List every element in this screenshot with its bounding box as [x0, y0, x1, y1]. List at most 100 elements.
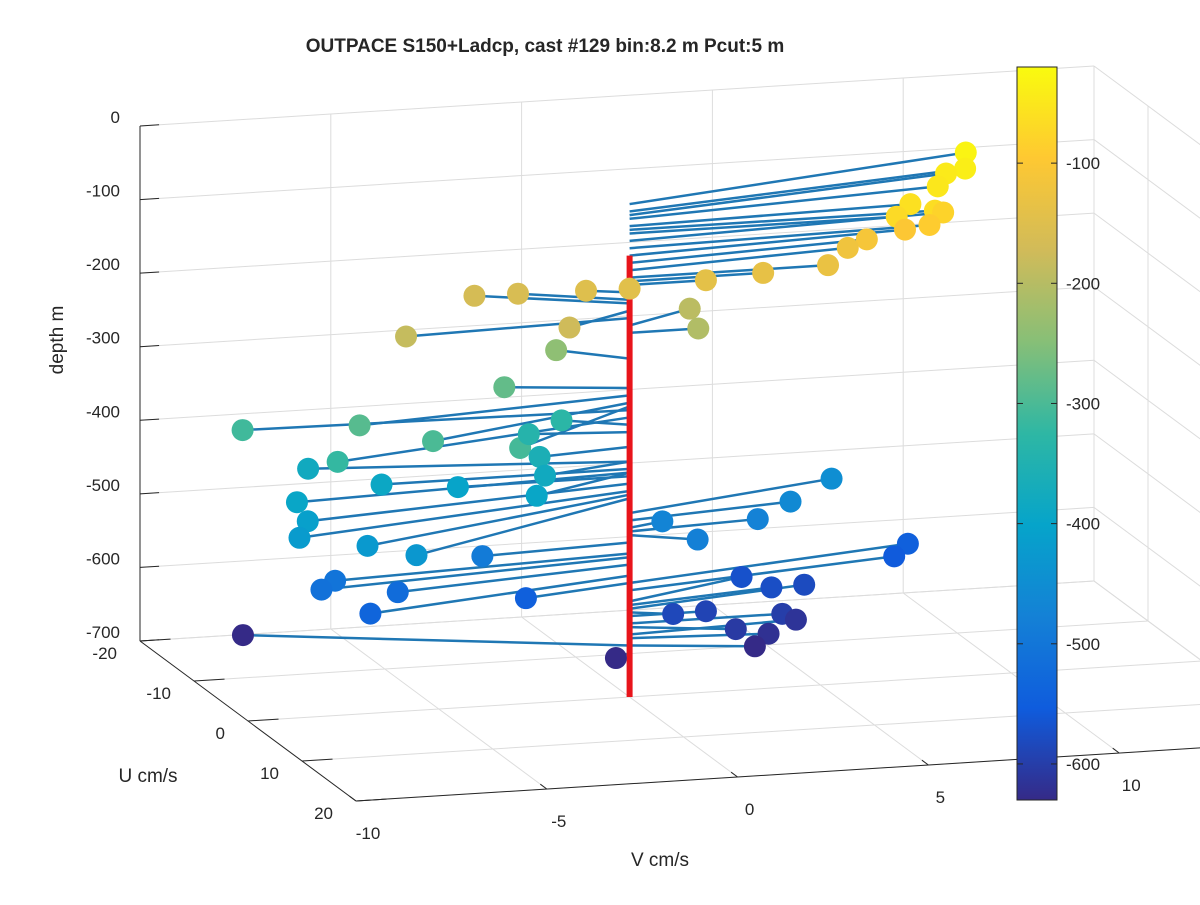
velocity-vector — [335, 552, 630, 582]
data-point — [678, 297, 701, 320]
colorbar: -100 -200 -300 -400 -500 -600 — [1016, 66, 1100, 801]
x-tick-label: -10 — [356, 824, 381, 843]
y-tick-label: -10 — [146, 684, 171, 703]
velocity-vector — [242, 633, 630, 647]
data-point — [422, 430, 445, 453]
velocity-vector — [629, 263, 829, 279]
data-point — [545, 339, 568, 362]
velocity-vector — [629, 618, 797, 636]
x-tick-mark — [730, 771, 738, 778]
data-point — [694, 269, 717, 292]
velocity-vector — [629, 542, 909, 585]
colorbar-tick-label: -200 — [1066, 274, 1100, 293]
velocity-vector — [629, 644, 755, 648]
z-tick-label: -200 — [86, 255, 120, 274]
data-point — [836, 236, 859, 259]
velocity-vector — [528, 430, 630, 436]
data-point — [231, 419, 254, 442]
velocity-vector — [629, 517, 758, 533]
data-point — [288, 526, 311, 549]
data-point — [405, 544, 428, 567]
sidewall-gridline — [1093, 359, 1200, 440]
velocity-vector — [474, 294, 630, 305]
x-axis-label: V cm/s — [631, 850, 689, 871]
sidewall-gridline — [1093, 433, 1200, 513]
sidewall-gridline — [1093, 507, 1200, 587]
x-tick-label: 5 — [936, 788, 945, 807]
data-point — [760, 576, 783, 599]
colorbar-tick-label: -500 — [1066, 635, 1100, 654]
backwall-gridline — [139, 580, 1095, 642]
z-tick-label: -600 — [86, 549, 120, 568]
data-point — [525, 484, 548, 507]
chart-title: OUTPACE S150+Ladcp, cast #129 bin:8.2 m … — [306, 36, 785, 57]
data-point — [855, 228, 878, 251]
backwall-gridline — [139, 286, 1095, 348]
backwall-gridline — [139, 506, 1095, 568]
backwall-gridline — [139, 65, 1095, 127]
backwall-gridline — [139, 359, 1095, 421]
velocity-vector — [629, 533, 698, 541]
velocity-vector — [397, 563, 630, 594]
y-tick-label: 10 — [260, 764, 279, 783]
y-tick-label: 20 — [314, 804, 333, 823]
colorbar-ticks: -100 -200 -300 -400 -500 -600 — [1017, 154, 1100, 774]
data-point — [359, 602, 382, 625]
sidewall-gridline — [1093, 212, 1200, 293]
x-tick-label: -5 — [551, 812, 566, 831]
data-point — [493, 376, 516, 399]
y-tick-mark — [247, 718, 279, 722]
velocity-vector — [561, 419, 630, 427]
data-point — [820, 467, 843, 490]
velocity-vector — [629, 555, 895, 592]
colorbar-tick-label: -400 — [1066, 515, 1100, 534]
x-tick-mark — [921, 759, 929, 766]
x-axis-line — [355, 747, 1200, 802]
floor-gridline — [301, 704, 1200, 762]
z-tick-mark — [139, 565, 160, 568]
x-tick-mark — [540, 783, 548, 790]
z-tick-mark — [139, 492, 160, 495]
data-point — [326, 450, 349, 473]
y-tick-label: -20 — [92, 644, 117, 663]
z-tick-mark — [139, 639, 160, 642]
x-tick-mark — [1112, 747, 1120, 754]
velocity-vector — [629, 223, 930, 250]
data-point — [894, 218, 916, 241]
data-point — [954, 141, 977, 164]
z-tick-mark — [139, 124, 160, 127]
data-point — [514, 587, 537, 610]
data-point — [618, 277, 641, 300]
data-point — [507, 282, 529, 305]
data-point — [463, 284, 486, 307]
velocity-vector — [367, 493, 630, 548]
data-point — [285, 491, 308, 514]
colorbar-tick-label: -100 — [1066, 154, 1100, 173]
velocity-vector — [299, 489, 630, 540]
z-tick-label: -700 — [86, 623, 120, 642]
data-point — [694, 600, 717, 623]
data-point — [724, 618, 747, 641]
z-tick-label: -300 — [86, 329, 120, 348]
data-point — [296, 510, 319, 533]
velocity-vector — [629, 167, 966, 213]
velocity-vector — [337, 416, 630, 464]
data-point — [784, 608, 807, 631]
data-point — [743, 635, 766, 658]
data-point — [231, 624, 254, 647]
data-point — [686, 528, 709, 551]
velocity-vector — [629, 586, 772, 607]
z-tick-mark — [139, 418, 160, 421]
velocity-vector — [629, 238, 867, 265]
data-point — [687, 317, 710, 340]
velocity-vector — [629, 625, 736, 631]
velocity-vector — [629, 327, 699, 335]
velocity-vector — [370, 574, 630, 615]
velocity-vector — [416, 497, 630, 557]
x-tick-mark — [349, 795, 357, 802]
velocity-vector — [629, 172, 947, 217]
velocity-vector — [629, 151, 966, 206]
data-point — [883, 545, 906, 568]
